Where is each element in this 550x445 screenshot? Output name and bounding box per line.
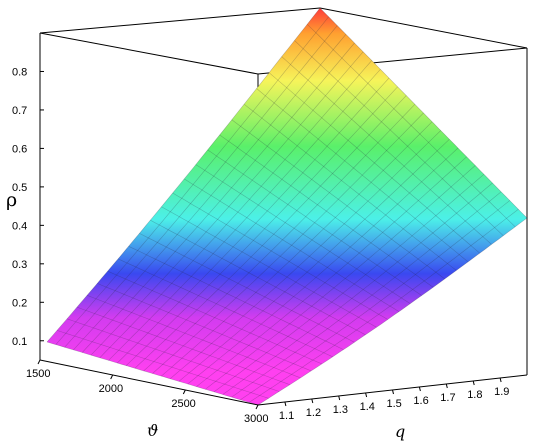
mesh-line [268, 72, 480, 254]
mesh-line [90, 51, 364, 356]
z-tick-label: 0.3 [12, 259, 27, 271]
surface [47, 8, 527, 405]
mesh-line [73, 34, 347, 351]
x-tick-label: 2000 [99, 383, 123, 395]
z-tick-label: 0.6 [12, 143, 27, 155]
surface-mesh [46, 7, 528, 406]
mesh-line [240, 200, 510, 401]
z-tick-label: 0.8 [12, 66, 27, 78]
z-tick-label: 0.1 [12, 336, 27, 348]
mesh-line [249, 209, 519, 403]
mesh-line [86, 295, 301, 379]
box-edge-top-back [39, 7, 321, 34]
mesh-line [81, 42, 355, 353]
x-axis: 1500 2000 2500 3000 [26, 359, 268, 425]
x-tick-mark [182, 389, 186, 395]
mesh-line [128, 246, 344, 350]
mesh-line [46, 7, 321, 343]
y-axis-title: q [395, 422, 405, 441]
mesh-line [55, 16, 329, 345]
mesh-line [219, 134, 434, 288]
y-tick-mark [338, 395, 341, 401]
y-tick-mark [284, 401, 287, 407]
y-tick-label: 1.6 [413, 395, 428, 407]
box-edge-bottom-left [39, 359, 259, 406]
z-tick-label: 0.5 [12, 182, 27, 194]
x-axis-title: ϑ [147, 421, 158, 440]
mesh-line [257, 217, 528, 406]
y-tick-label: 1.9 [494, 386, 509, 398]
mesh-line [99, 60, 373, 359]
mesh-line [213, 174, 485, 393]
mesh-line [56, 330, 269, 399]
x-tick-label: 1500 [26, 368, 50, 380]
mesh-line [150, 219, 366, 336]
mesh-line [161, 206, 377, 328]
mesh-line [243, 103, 457, 271]
mesh-line [184, 178, 400, 312]
x-tick-mark [37, 359, 41, 365]
z-axis: 0.1 0.2 0.3 0.4 0.5 0.6 0.7 0.8 [12, 66, 44, 348]
y-tick-mark [418, 386, 421, 392]
mesh-line [107, 270, 323, 365]
x-tick-mark [110, 374, 114, 380]
y-tick-mark [311, 398, 314, 404]
mesh-line [187, 147, 459, 385]
z-tick-label: 0.4 [12, 220, 27, 232]
y-tick-mark [392, 389, 394, 395]
mesh-line [319, 7, 528, 219]
mesh-line [161, 121, 433, 377]
y-tick-label: 1.2 [306, 407, 321, 419]
mesh-line [231, 191, 502, 398]
y-tick-label: 1.4 [360, 401, 375, 413]
z-axis-title: ρ [6, 189, 17, 211]
y-tick-label: 1.3 [333, 404, 348, 416]
mesh-line [66, 318, 280, 392]
box-edge-top-front [39, 32, 259, 75]
y-tick-mark [445, 383, 448, 389]
x-tick-label: 3000 [244, 413, 268, 425]
mesh-line [46, 341, 259, 406]
mesh-line [256, 88, 469, 263]
mesh-line [143, 104, 416, 372]
mesh-line [125, 86, 398, 366]
mesh-line [97, 283, 312, 372]
y-tick-mark [499, 377, 502, 383]
mesh-line [207, 149, 422, 296]
z-tick-label: 0.2 [12, 297, 27, 309]
y-tick-label: 1.5 [387, 398, 402, 410]
box-edge-top-right [319, 7, 528, 49]
y-tick-mark [472, 380, 475, 386]
mesh-line [152, 112, 424, 374]
y-tick-mark [365, 392, 368, 398]
mesh-line [231, 119, 445, 280]
mesh-line [281, 56, 492, 245]
mesh-line [117, 258, 333, 358]
z-tick-label: 0.7 [12, 105, 27, 117]
mesh-line [134, 95, 407, 369]
y-axis: 1.1 1.2 1.3 1.4 1.5 1.6 1.7 1.8 1.9 [279, 377, 509, 422]
y-tick-label: 1.7 [440, 392, 455, 404]
mesh-line [195, 164, 411, 304]
mesh-line [294, 40, 504, 236]
mesh-line [169, 130, 442, 380]
x-tick-label: 2500 [171, 398, 195, 410]
y-tick-label: 1.1 [279, 410, 294, 422]
mesh-line [108, 69, 381, 361]
mesh-line [76, 306, 290, 385]
x-tick-mark [255, 404, 259, 410]
mesh-line [205, 165, 476, 390]
mesh-line [64, 25, 338, 348]
mesh-line [117, 77, 390, 364]
y-tick-label: 1.8 [467, 389, 482, 401]
mesh-line [196, 156, 467, 387]
mesh-line [178, 139, 450, 382]
mesh-line [172, 192, 388, 320]
mesh-line [306, 24, 516, 228]
mesh-line [139, 233, 355, 343]
mesh-line [222, 182, 493, 395]
